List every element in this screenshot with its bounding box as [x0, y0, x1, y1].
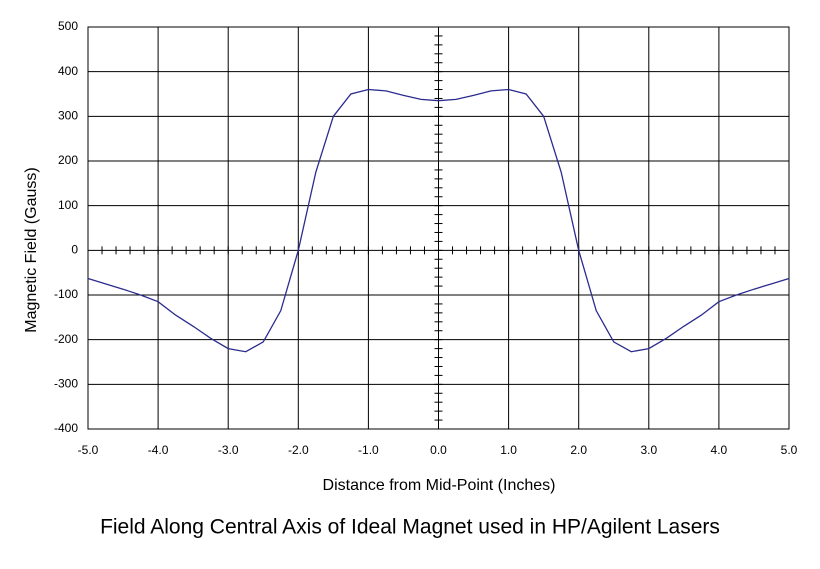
- data-line: [87, 88, 790, 353]
- chart-title: Field Along Central Axis of Ideal Magnet…: [100, 516, 720, 539]
- x-tick-label: 0.0: [430, 443, 447, 457]
- y-axis-title: Magnetic Field (Gauss): [23, 167, 40, 332]
- x-tick-label: -4.0: [148, 443, 169, 457]
- y-tick-label: 100: [58, 198, 78, 212]
- x-tick-label: 3.0: [640, 443, 657, 457]
- y-tick-label: -100: [54, 287, 78, 301]
- x-tick-label: -1.0: [358, 443, 379, 457]
- y-tick-label: 300: [58, 109, 78, 123]
- y-tick-label: -400: [54, 421, 78, 435]
- x-tick-label: 1.0: [500, 443, 517, 457]
- x-tick-label: 2.0: [570, 443, 587, 457]
- x-axis-title: Distance from Mid-Point (Inches): [323, 477, 556, 494]
- y-tick-label: 400: [58, 64, 78, 78]
- x-tick-label: -3.0: [218, 443, 239, 457]
- x-tick-label: -5.0: [78, 443, 99, 457]
- y-tick-label: 500: [58, 19, 78, 33]
- x-tick-label: 4.0: [711, 443, 728, 457]
- x-tick-label: 5.0: [781, 443, 798, 457]
- y-tick-label: -300: [54, 377, 78, 391]
- y-tick-label: 0: [71, 243, 78, 257]
- y-tick-label: 200: [58, 153, 78, 167]
- x-tick-label: -2.0: [288, 443, 309, 457]
- y-tick-label: -200: [54, 332, 78, 346]
